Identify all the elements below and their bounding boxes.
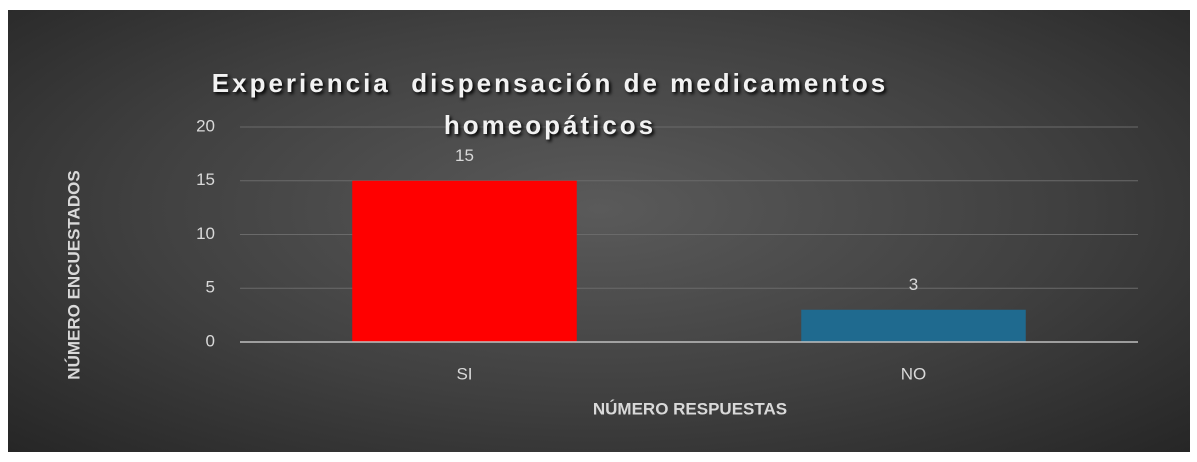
y-axis-label: NÚMERO ENCUESTADOS (64, 170, 83, 379)
chart-background (8, 10, 1190, 452)
data-label: 3 (909, 275, 918, 294)
y-tick-label: 15 (196, 170, 215, 189)
chart-title: Experiencia dispensación de medicamentos… (211, 68, 899, 140)
y-tick-label: 0 (206, 331, 215, 350)
x-axis-label: NÚMERO RESPUESTAS (593, 399, 787, 418)
x-tick-label: SI (456, 364, 472, 383)
data-label: 15 (455, 146, 474, 165)
bar (352, 180, 577, 342)
y-tick-label: 10 (196, 224, 215, 243)
x-tick-label: NO (901, 364, 927, 383)
bar (801, 309, 1026, 342)
y-tick-label: 20 (196, 116, 215, 135)
y-tick-label: 5 (206, 278, 215, 297)
